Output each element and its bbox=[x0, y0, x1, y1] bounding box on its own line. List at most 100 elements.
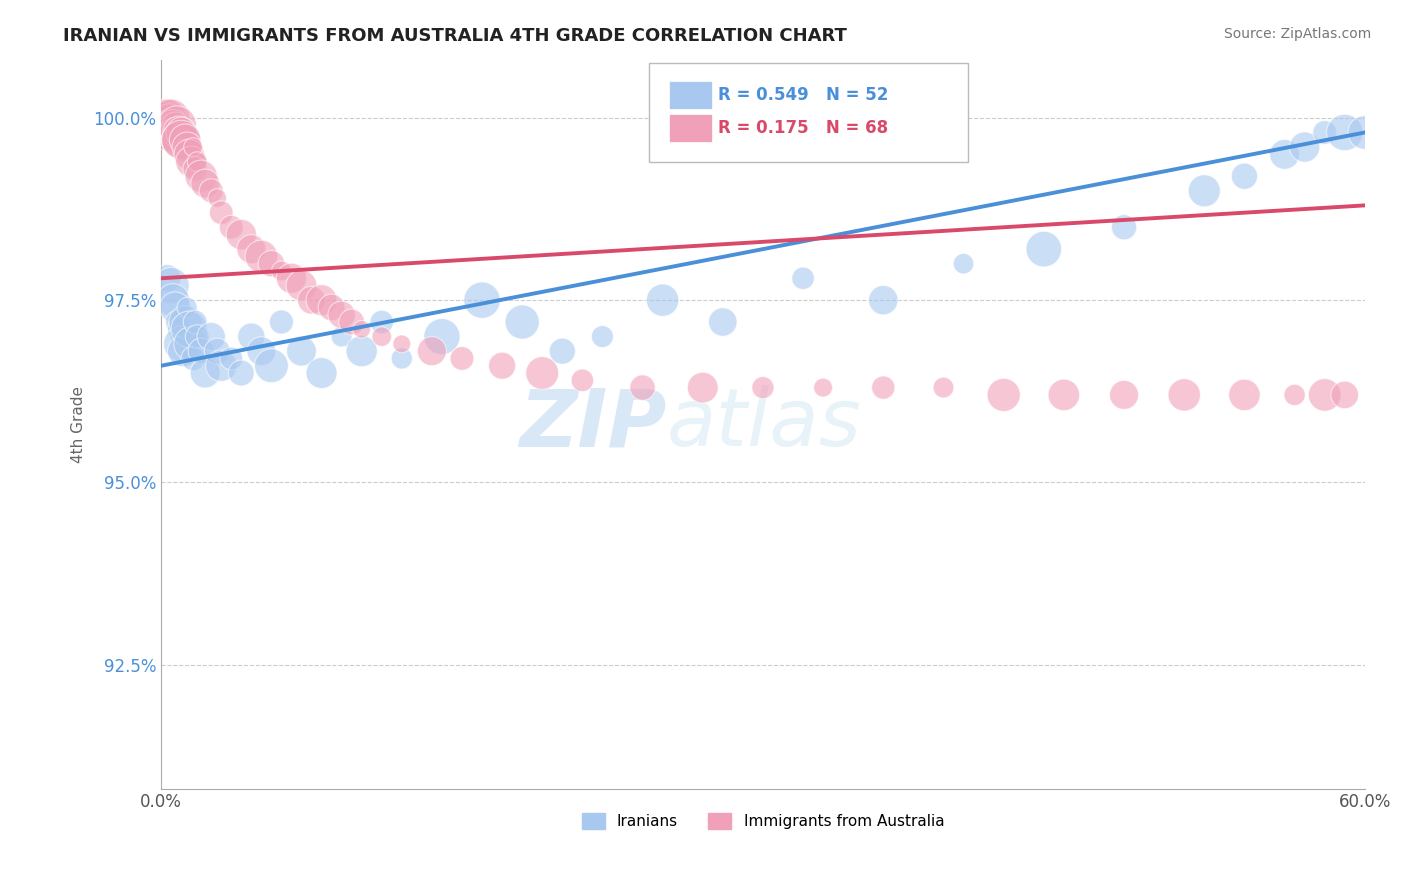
Point bbox=[350, 344, 373, 359]
Point bbox=[240, 242, 263, 256]
Point bbox=[179, 147, 201, 161]
Point bbox=[371, 315, 394, 329]
Point bbox=[711, 315, 734, 329]
Point bbox=[451, 351, 474, 366]
Point bbox=[165, 301, 187, 315]
Point bbox=[1294, 140, 1316, 154]
Point bbox=[932, 381, 955, 395]
Point bbox=[471, 293, 494, 307]
Text: R = 0.549   N = 52: R = 0.549 N = 52 bbox=[718, 87, 889, 104]
Point bbox=[181, 140, 204, 154]
Point bbox=[491, 359, 513, 373]
Point bbox=[551, 344, 574, 359]
Point bbox=[165, 118, 187, 132]
Text: IRANIAN VS IMMIGRANTS FROM AUSTRALIA 4TH GRADE CORRELATION CHART: IRANIAN VS IMMIGRANTS FROM AUSTRALIA 4TH… bbox=[63, 27, 848, 45]
Point bbox=[1053, 388, 1076, 402]
Point bbox=[1112, 388, 1135, 402]
Point bbox=[1233, 388, 1256, 402]
Point bbox=[162, 293, 184, 307]
Point bbox=[156, 111, 179, 125]
Point bbox=[172, 344, 194, 359]
Point bbox=[420, 344, 443, 359]
Point bbox=[181, 351, 204, 366]
Point bbox=[1032, 242, 1054, 256]
Text: R = 0.175   N = 68: R = 0.175 N = 68 bbox=[718, 120, 889, 137]
Point bbox=[430, 329, 453, 343]
Point bbox=[179, 322, 201, 336]
Point bbox=[571, 373, 593, 387]
Point bbox=[270, 264, 292, 278]
Point bbox=[174, 133, 197, 147]
Point bbox=[157, 118, 180, 132]
Point bbox=[330, 308, 353, 322]
Point bbox=[160, 111, 183, 125]
Point bbox=[280, 271, 302, 285]
Point bbox=[872, 293, 894, 307]
Point bbox=[157, 126, 180, 140]
Point bbox=[209, 359, 232, 373]
Point bbox=[194, 177, 217, 191]
Point bbox=[1333, 126, 1355, 140]
Point bbox=[811, 381, 834, 395]
Point bbox=[792, 271, 814, 285]
Point bbox=[391, 337, 413, 351]
Point bbox=[531, 366, 554, 380]
Point bbox=[311, 293, 333, 307]
Point bbox=[219, 351, 242, 366]
Point bbox=[872, 381, 894, 395]
Point bbox=[330, 329, 353, 343]
Point bbox=[231, 366, 253, 380]
Point bbox=[166, 118, 188, 132]
Point bbox=[290, 278, 312, 293]
Point bbox=[1173, 388, 1195, 402]
Point bbox=[1194, 184, 1216, 198]
Point bbox=[250, 344, 273, 359]
Point bbox=[250, 249, 273, 263]
Point bbox=[1354, 126, 1376, 140]
Legend: Iranians, Immigrants from Australia: Iranians, Immigrants from Australia bbox=[575, 807, 950, 836]
Point bbox=[162, 126, 184, 140]
Point bbox=[176, 301, 198, 315]
Point bbox=[190, 169, 212, 184]
Point bbox=[1233, 169, 1256, 184]
Point bbox=[166, 133, 188, 147]
Point bbox=[157, 111, 180, 125]
Point bbox=[692, 381, 714, 395]
Point bbox=[231, 227, 253, 242]
Point bbox=[340, 315, 363, 329]
Point bbox=[194, 366, 217, 380]
Point bbox=[510, 315, 533, 329]
Point bbox=[167, 133, 190, 147]
Point bbox=[200, 184, 222, 198]
Point bbox=[651, 293, 673, 307]
Point bbox=[184, 161, 207, 176]
Point bbox=[301, 293, 323, 307]
Point bbox=[391, 351, 413, 366]
Point bbox=[270, 315, 292, 329]
Point bbox=[219, 220, 242, 235]
Point bbox=[156, 118, 179, 132]
Point bbox=[170, 133, 193, 147]
Point bbox=[166, 315, 188, 329]
Point bbox=[290, 344, 312, 359]
Point bbox=[311, 366, 333, 380]
Text: Source: ZipAtlas.com: Source: ZipAtlas.com bbox=[1223, 27, 1371, 41]
Point bbox=[165, 126, 187, 140]
Point bbox=[205, 191, 228, 205]
FancyBboxPatch shape bbox=[669, 81, 713, 109]
Point bbox=[167, 322, 190, 336]
Point bbox=[200, 329, 222, 343]
Point bbox=[1313, 126, 1336, 140]
Point bbox=[1284, 388, 1306, 402]
Point bbox=[260, 257, 283, 271]
Point bbox=[160, 126, 183, 140]
Point bbox=[240, 329, 263, 343]
FancyBboxPatch shape bbox=[648, 63, 967, 161]
Point bbox=[156, 271, 179, 285]
Point bbox=[371, 329, 394, 343]
Y-axis label: 4th Grade: 4th Grade bbox=[72, 385, 86, 463]
Point bbox=[180, 154, 202, 169]
Point bbox=[1333, 388, 1355, 402]
FancyBboxPatch shape bbox=[669, 114, 713, 142]
Point bbox=[190, 344, 212, 359]
